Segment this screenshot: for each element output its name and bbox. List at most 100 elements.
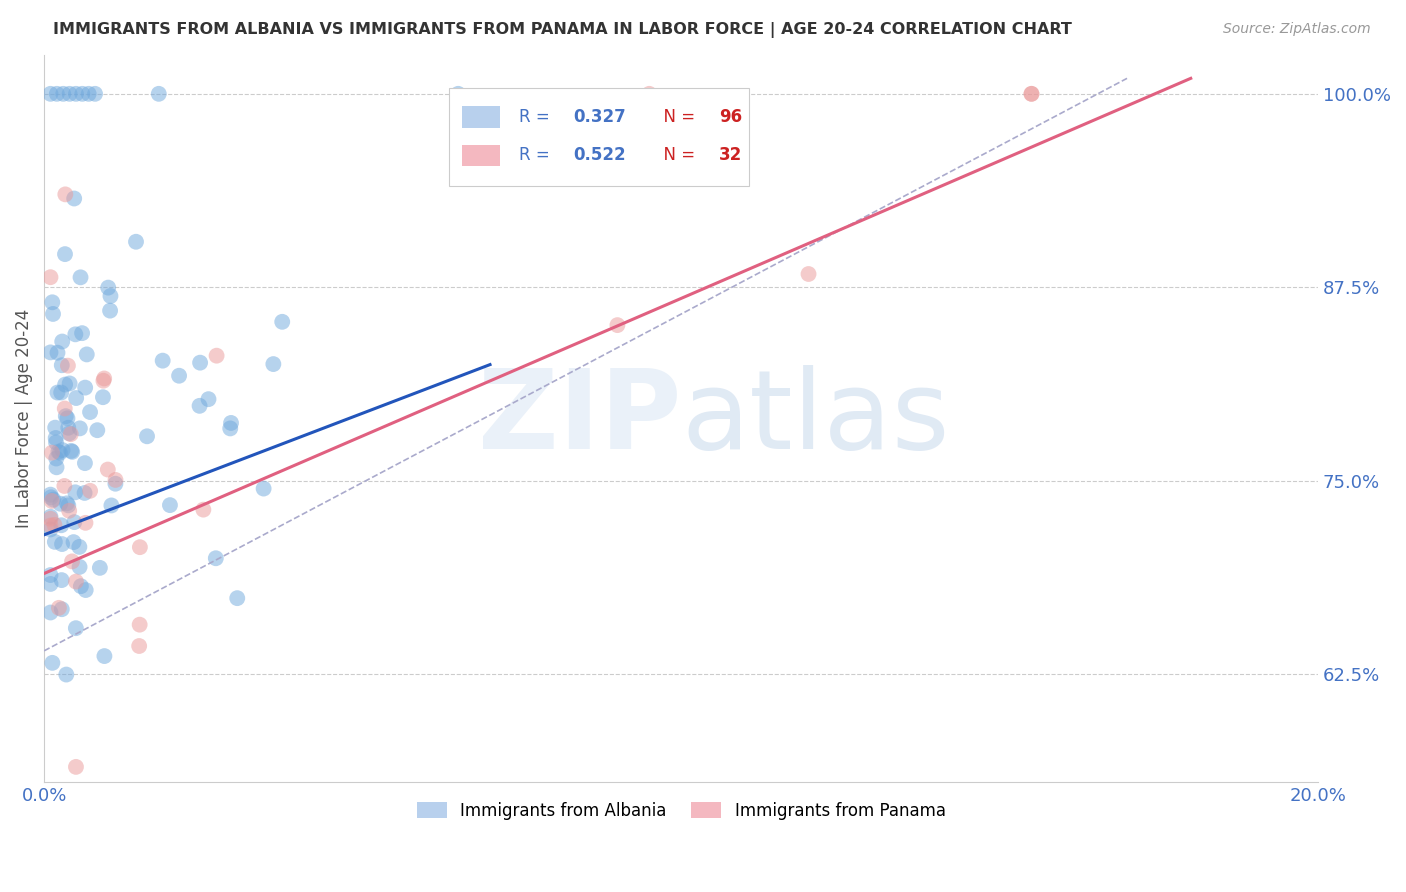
Point: [56, 496, 79, 510]
Point: [100, 289, 122, 303]
Point: [39, 270, 62, 285]
Point: [51, 518, 73, 533]
Point: [100, 499, 122, 513]
Point: [60, 443, 83, 458]
Point: [125, 235, 148, 249]
Point: [56, 359, 79, 373]
Point: [39, 577, 62, 591]
Point: [41, 295, 63, 310]
Point: [193, 502, 215, 516]
Text: Source: ZipAtlas.com: Source: ZipAtlas.com: [1223, 22, 1371, 37]
Point: [152, 353, 174, 368]
Point: [39, 345, 62, 359]
Point: [447, 87, 470, 101]
Point: [55, 409, 77, 424]
Point: [60, 445, 83, 459]
Point: [188, 399, 211, 413]
Point: [51, 334, 73, 349]
Point: [45, 435, 67, 450]
Point: [53, 187, 76, 202]
Point: [606, 318, 628, 332]
Point: [51, 573, 73, 587]
Point: [42, 307, 65, 321]
Point: [45, 87, 67, 101]
Point: [46, 385, 69, 400]
Point: [53, 401, 76, 416]
Point: [39, 518, 62, 533]
Point: [86, 423, 108, 437]
Point: [58, 504, 80, 518]
Point: [52, 87, 75, 101]
Text: R =: R =: [519, 146, 555, 164]
Point: [204, 551, 226, 566]
Point: [39, 509, 62, 524]
Point: [53, 247, 76, 261]
Point: [63, 515, 86, 529]
Point: [59, 427, 82, 442]
Point: [128, 639, 150, 653]
Point: [73, 486, 96, 500]
Point: [128, 540, 150, 554]
Point: [59, 376, 82, 391]
Text: N =: N =: [654, 146, 700, 164]
Point: [93, 374, 115, 388]
Point: [271, 315, 294, 329]
Point: [45, 431, 67, 445]
FancyBboxPatch shape: [463, 106, 501, 128]
FancyBboxPatch shape: [463, 145, 501, 167]
Point: [104, 476, 127, 491]
Point: [62, 535, 84, 549]
Point: [48, 444, 70, 458]
Point: [226, 591, 249, 606]
Point: [53, 377, 76, 392]
Y-axis label: In Labor Force | Age 20-24: In Labor Force | Age 20-24: [15, 310, 32, 528]
Point: [638, 87, 661, 101]
Text: N =: N =: [654, 108, 700, 126]
Point: [44, 535, 66, 549]
Point: [70, 579, 93, 593]
Point: [65, 327, 87, 342]
Point: [65, 574, 87, 589]
Point: [39, 491, 62, 505]
Point: [70, 326, 93, 340]
Text: R =: R =: [519, 108, 555, 126]
Point: [76, 347, 98, 361]
Point: [65, 760, 87, 774]
Point: [205, 349, 228, 363]
Point: [58, 421, 80, 435]
Text: 96: 96: [720, 108, 742, 126]
Point: [58, 499, 80, 513]
Point: [93, 649, 115, 664]
Point: [797, 267, 820, 281]
Point: [75, 516, 97, 530]
Point: [79, 405, 101, 419]
Text: ZIP: ZIP: [478, 365, 681, 472]
Point: [44, 420, 66, 434]
Point: [197, 392, 219, 406]
Point: [128, 617, 150, 632]
Point: [44, 517, 66, 532]
Point: [167, 368, 190, 383]
Point: [84, 87, 107, 101]
Point: [51, 385, 73, 400]
Point: [73, 456, 96, 470]
Point: [63, 192, 86, 206]
Point: [252, 482, 274, 496]
Point: [51, 358, 73, 372]
Point: [75, 381, 97, 395]
Point: [41, 445, 63, 459]
Point: [93, 371, 115, 385]
Text: 0.522: 0.522: [572, 146, 626, 164]
Point: [39, 606, 62, 620]
Point: [262, 357, 284, 371]
Legend: Immigrants from Albania, Immigrants from Panama: Immigrants from Albania, Immigrants from…: [411, 795, 952, 826]
Point: [97, 280, 120, 294]
Point: [65, 87, 87, 101]
Point: [42, 492, 65, 507]
Point: [136, 429, 159, 443]
Point: [1021, 87, 1043, 101]
Point: [39, 512, 62, 526]
Point: [51, 602, 73, 616]
Point: [49, 497, 72, 511]
Point: [58, 426, 80, 441]
